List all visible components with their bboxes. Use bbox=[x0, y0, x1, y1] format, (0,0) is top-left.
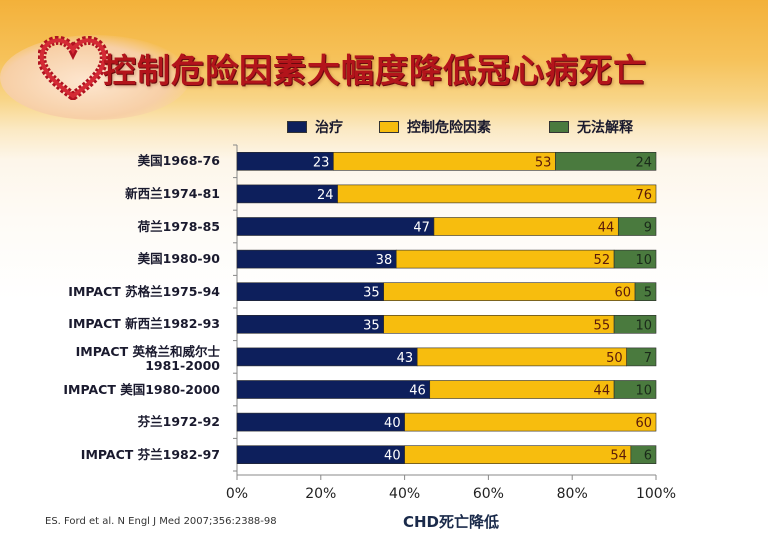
data-label: 47 bbox=[413, 221, 430, 236]
data-label: 10 bbox=[635, 318, 652, 333]
bar-segment bbox=[236, 445, 405, 465]
bar-segment bbox=[555, 152, 657, 171]
data-label: 50 bbox=[606, 351, 623, 366]
bar-segment bbox=[613, 380, 657, 399]
category-label-line: IMPACT 英格兰和威尔士 bbox=[75, 343, 220, 359]
data-label: 7 bbox=[644, 351, 652, 366]
data-label: 23 bbox=[313, 155, 330, 170]
x-tick-label: 40% bbox=[389, 486, 421, 502]
bar-segment bbox=[383, 314, 615, 334]
data-label: 9 bbox=[644, 221, 652, 236]
bar-segment bbox=[383, 282, 636, 302]
category-label-line: 新西兰1974-81 bbox=[125, 185, 220, 201]
category-label-line: 美国1968-76 bbox=[137, 153, 220, 169]
data-label: 54 bbox=[610, 449, 627, 464]
bar-segment bbox=[433, 217, 619, 236]
bar-segment bbox=[337, 184, 657, 204]
legend-item-risk: 控制危险因素 bbox=[379, 117, 491, 137]
data-label: 46 bbox=[409, 384, 426, 399]
data-label: 53 bbox=[535, 155, 552, 170]
bar-segment bbox=[613, 249, 657, 269]
data-label: 40 bbox=[384, 416, 401, 431]
category-label-line: 美国1980-90 bbox=[137, 251, 220, 267]
data-label: 76 bbox=[635, 188, 652, 203]
bar-segment bbox=[630, 445, 657, 465]
bar-segment bbox=[333, 152, 556, 171]
legend-swatch-treatment bbox=[287, 121, 307, 133]
bar-segment bbox=[395, 249, 615, 269]
bar-segment bbox=[634, 282, 657, 302]
bar-segment bbox=[404, 412, 657, 432]
bar-segment bbox=[416, 347, 627, 367]
bar-segment bbox=[236, 249, 397, 269]
category-label-line: IMPACT 新西兰1982-93 bbox=[68, 316, 220, 332]
legend-item-unexplained: 无法解释 bbox=[549, 117, 633, 137]
page-title: 控制危险因素大幅度降低冠心病死亡 bbox=[103, 51, 647, 90]
category-label: 芬兰1972-92 bbox=[138, 415, 220, 429]
bar-segment bbox=[626, 347, 657, 367]
category-label: IMPACT 芬兰1982-97 bbox=[80, 446, 220, 462]
bar-segment bbox=[236, 347, 418, 367]
data-label: 10 bbox=[635, 253, 652, 268]
x-tick-label: 0% bbox=[225, 486, 249, 502]
data-label: 43 bbox=[397, 351, 414, 366]
data-label: 55 bbox=[594, 318, 611, 333]
heart-icon bbox=[38, 36, 108, 100]
bar-segment bbox=[613, 314, 657, 334]
chart-legend: 治疗 控制危险因素 无法解释 bbox=[287, 117, 669, 137]
category-label: IMPACT 苏格兰1975-94 bbox=[68, 283, 220, 299]
x-tick-label: 60% bbox=[472, 486, 504, 502]
bar-segment bbox=[236, 314, 384, 334]
x-tick-label: 20% bbox=[305, 486, 337, 502]
bar-segment bbox=[429, 380, 615, 399]
bar-segment bbox=[236, 217, 435, 236]
data-label: 10 bbox=[635, 384, 652, 399]
category-label-line: 芬兰1972-92 bbox=[137, 414, 220, 430]
category-label: 荷兰1978-85 bbox=[137, 218, 220, 234]
data-label: 60 bbox=[615, 286, 632, 301]
data-label: 40 bbox=[384, 449, 401, 464]
legend-label-treatment: 治疗 bbox=[315, 120, 343, 136]
bar-segment bbox=[236, 282, 384, 302]
category-label: 美国1980-90 bbox=[138, 252, 220, 266]
legend-label-unexplained: 无法解释 bbox=[577, 120, 633, 136]
legend-swatch-unexplained bbox=[549, 121, 569, 133]
data-label: 35 bbox=[363, 286, 380, 301]
bar-segment bbox=[617, 217, 657, 236]
x-axis-label: CHD死亡降低 bbox=[403, 513, 500, 531]
category-label-line: IMPACT 芬兰1982-97 bbox=[80, 446, 220, 462]
data-label: 24 bbox=[635, 155, 652, 170]
data-label: 24 bbox=[317, 188, 334, 203]
data-label: 38 bbox=[376, 253, 393, 268]
data-label: 52 bbox=[594, 253, 611, 268]
legend-label-risk: 控制危险因素 bbox=[407, 120, 491, 136]
bar-segment bbox=[236, 380, 431, 399]
bar-segment bbox=[236, 412, 405, 432]
data-label: 6 bbox=[644, 449, 652, 464]
x-tick-label: 80% bbox=[556, 486, 588, 502]
legend-swatch-risk bbox=[379, 121, 399, 133]
category-label-line: IMPACT 苏格兰1975-94 bbox=[68, 283, 220, 299]
category-label: IMPACT 美国1980-2000 bbox=[63, 381, 220, 397]
bar-segment bbox=[404, 445, 632, 465]
category-label: 美国1968-76 bbox=[138, 154, 220, 168]
data-label: 35 bbox=[363, 318, 380, 333]
data-label: 60 bbox=[635, 416, 652, 431]
category-label: IMPACT 英格兰和威尔士 1981-2000 bbox=[75, 343, 220, 373]
data-label: 44 bbox=[594, 384, 611, 399]
data-label: 5 bbox=[644, 286, 652, 301]
category-label-line: IMPACT 美国1980-2000 bbox=[63, 381, 220, 397]
category-label: IMPACT 新西兰1982-93 bbox=[68, 317, 220, 331]
category-label-line: 1981-2000 bbox=[145, 357, 220, 373]
category-label: 新西兰1974-81 bbox=[125, 185, 220, 201]
legend-item-treatment: 治疗 bbox=[287, 117, 343, 137]
citation: ES. Ford et al. N Engl J Med 2007;356:23… bbox=[45, 516, 277, 527]
category-label-line: 荷兰1978-85 bbox=[137, 218, 220, 234]
data-label: 44 bbox=[598, 221, 615, 236]
x-tick-label: 100% bbox=[635, 486, 677, 502]
